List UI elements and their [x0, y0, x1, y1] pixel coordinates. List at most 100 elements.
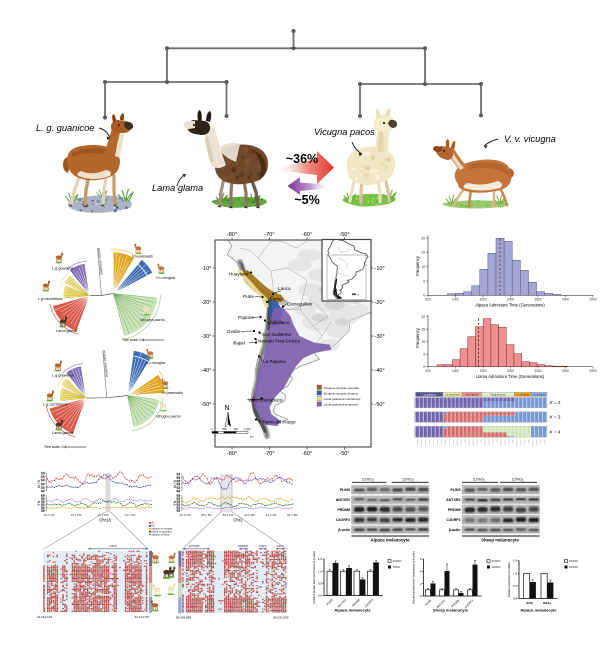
svg-text:-20°: -20° — [201, 300, 211, 306]
svg-text:Bayesian central: Bayesian central — [97, 248, 104, 275]
svg-text:PRDM8: PRDM8 — [337, 508, 350, 512]
svg-text:0.4: 0.4 — [177, 483, 181, 486]
svg-text:Lama glama: Lama glama — [152, 183, 203, 193]
svg-text:L.g.guanicoe: L.g.guanicoe — [52, 267, 74, 271]
svg-text:Illapel: Illapel — [233, 341, 245, 346]
svg-text:-60°: -60° — [302, 451, 312, 457]
svg-text:K = 4: K = 4 — [550, 429, 561, 434]
svg-text:C4ORF3: C4ORF3 — [464, 598, 475, 609]
svg-text:-50°: -50° — [339, 232, 349, 238]
svg-text:-70°: -70° — [264, 451, 274, 457]
svg-text:ANTXR2: ANTXR2 — [337, 598, 348, 609]
svg-text:Alpaca melanocyte: Alpaca melanocyte — [520, 608, 557, 613]
svg-text:1500: 1500 — [479, 298, 486, 302]
svg-text:0.4: 0.4 — [41, 498, 45, 501]
svg-text:V.v.mensalis: V.v.mensalis — [132, 255, 153, 259]
svg-text:0.8: 0.8 — [177, 476, 181, 479]
svg-text:SOD: SOD — [526, 601, 533, 605]
svg-text:1.0: 1.0 — [41, 472, 45, 475]
svg-text:-50°: -50° — [375, 402, 385, 408]
svg-text:0: 0 — [423, 294, 425, 298]
svg-text:km: km — [250, 435, 253, 439]
svg-text:0.4: 0.4 — [41, 483, 45, 486]
svg-text:0.3: 0.3 — [41, 501, 45, 504]
svg-text:ANTXR2: ANTXR2 — [436, 598, 447, 609]
svg-text:0.3: 0.3 — [177, 501, 181, 504]
svg-text:92.1 Mb: 92.1 Mb — [287, 513, 298, 517]
svg-text:Cieneguillas: Cieneguillas — [287, 302, 313, 307]
svg-text:V.v.vicugna: V.v.vicugna — [533, 394, 545, 396]
svg-text:La Payunia: La Payunia — [263, 359, 286, 364]
svg-text:0: 0 — [211, 427, 213, 431]
svg-text:β-actin: β-actin — [449, 528, 461, 532]
svg-text:0.5: 0.5 — [177, 495, 181, 498]
svg-text:91.2 Mb: 91.2 Mb — [266, 513, 277, 517]
svg-text:C4ORF3: C4ORF3 — [446, 518, 460, 522]
svg-text:Sheep melanocyte: Sheep melanocyte — [481, 538, 519, 543]
svg-text:ANTXR2: ANTXR2 — [336, 498, 350, 502]
svg-text:Putre: Putre — [243, 294, 254, 299]
svg-text:0.0: 0.0 — [41, 490, 45, 493]
svg-text:21%O2: 21%O2 — [362, 478, 375, 483]
svg-text:0.1: 0.1 — [177, 507, 181, 510]
svg-text:Paposo: Paposo — [238, 315, 254, 320]
svg-text:Lauca: Lauca — [278, 286, 291, 291]
svg-text:Bayesian central: Bayesian central — [102, 350, 109, 377]
svg-text:FGF5: FGF5 — [109, 544, 117, 548]
svg-text:10: 10 — [421, 340, 425, 344]
svg-text:0.2: 0.2 — [177, 487, 181, 490]
svg-text:Alpaca melanocyte: Alpaca melanocyte — [334, 608, 371, 613]
svg-text:V.v.vicugna: V.v.vicugna — [156, 276, 175, 280]
svg-text:PLIN5: PLIN5 — [340, 488, 350, 492]
svg-text:Lama glama: Lama glama — [465, 394, 478, 396]
svg-text:L.g.cacsilensis: L.g.cacsilensis — [445, 394, 461, 396]
svg-text:1,000: 1,000 — [244, 427, 251, 431]
svg-text:3000: 3000 — [562, 369, 569, 373]
svg-text:2: 2 — [420, 582, 422, 586]
svg-text:V. v. vicugna: V. v. vicugna — [504, 134, 556, 144]
svg-text:0.5: 0.5 — [41, 495, 45, 498]
svg-text:-30°: -30° — [375, 334, 385, 340]
svg-text:21%O2: 21%O2 — [569, 559, 579, 563]
svg-text:C4ORF3: C4ORF3 — [364, 598, 375, 609]
svg-text:1.0: 1.0 — [318, 569, 323, 573]
svg-text:-50°: -50° — [201, 402, 211, 408]
svg-text:~36%: ~36% — [286, 152, 318, 166]
svg-text:Ovalle: Ovalle — [227, 329, 240, 334]
svg-text:87.2 Mb: 87.2 Mb — [180, 513, 191, 517]
svg-text:21.7 Mb: 21.7 Mb — [125, 513, 136, 517]
svg-text:C4orf: C4orf — [277, 544, 285, 548]
svg-text:Fst: Fst — [173, 501, 177, 506]
svg-text:-70°: -70° — [264, 232, 274, 238]
svg-text:-50°: -50° — [339, 451, 349, 457]
svg-text:PRDM8: PRDM8 — [450, 598, 460, 608]
svg-text:Vicugna pacos: Vicugna pacos — [314, 127, 375, 137]
svg-text:Frequency: Frequency — [415, 255, 420, 276]
svg-text:12%O2: 12%O2 — [511, 478, 524, 483]
svg-text:10%O2: 10%O2 — [569, 565, 579, 569]
svg-text:21,212,129: 21,212,129 — [37, 615, 52, 619]
svg-text:fd: fd — [152, 525, 155, 528]
svg-text:Vicugna pacos: Vicugna pacos — [490, 394, 506, 396]
svg-text:~5%: ~5% — [294, 193, 319, 207]
svg-text:12%O2: 12%O2 — [492, 565, 502, 569]
svg-text:Fst: Fst — [37, 501, 41, 506]
svg-text:Lama glama: Lama glama — [52, 431, 73, 435]
svg-text:12%O2: 12%O2 — [402, 478, 415, 483]
svg-text:7%O2: 7%O2 — [393, 565, 401, 569]
svg-text:2500: 2500 — [534, 369, 541, 373]
svg-text:-30°: -30° — [201, 334, 211, 340]
svg-text:0: 0 — [420, 594, 422, 598]
svg-text:Vicugna pacos: Vicugna pacos — [156, 415, 181, 419]
svg-text:C4ORF3: C4ORF3 — [336, 518, 350, 522]
svg-text:1000: 1000 — [452, 298, 459, 302]
svg-text:0.2: 0.2 — [41, 504, 45, 507]
svg-text:Tree scale: 0.1: Tree scale: 0.1 — [44, 445, 66, 449]
svg-text:Tierra del Fuego: Tierra del Fuego — [262, 420, 296, 425]
svg-text:PLIN5: PLIN5 — [325, 598, 334, 607]
svg-text:β-actin: β-actin — [338, 528, 350, 532]
svg-text:L.g.guanicoe: L.g.guanicoe — [52, 374, 74, 378]
svg-text:Alpaca melanocyte: Alpaca melanocyte — [371, 538, 411, 543]
svg-text:1.0: 1.0 — [513, 571, 518, 575]
svg-text:0.4: 0.4 — [177, 498, 181, 501]
